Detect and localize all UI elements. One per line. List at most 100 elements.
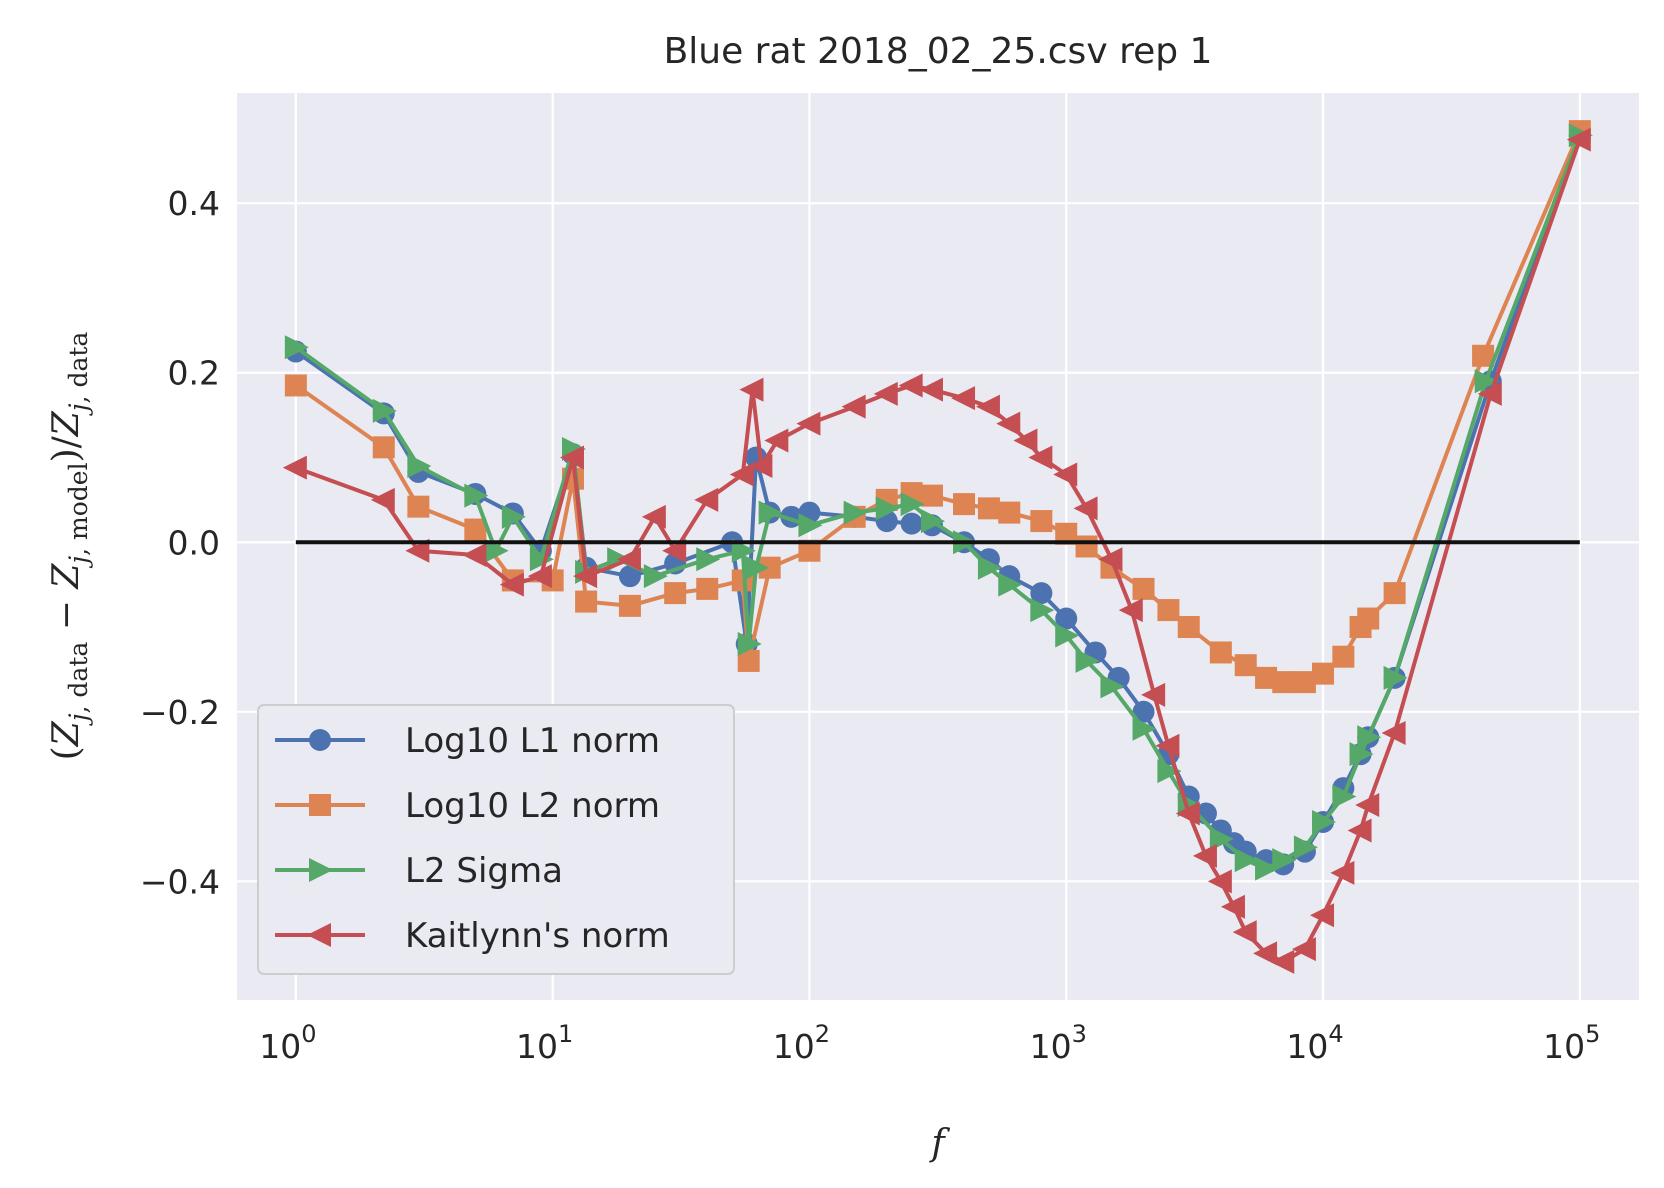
legend-marker <box>309 794 331 816</box>
series-layer <box>282 120 1593 974</box>
data-point <box>464 518 487 541</box>
data-point <box>843 500 868 525</box>
data-point <box>953 493 976 516</box>
legend-item: Kaitlynn's norm <box>275 916 670 956</box>
y-tick-labels: 0.4 0.2 0.0 −0.2 −0.4 <box>140 184 220 901</box>
data-point <box>1383 582 1406 605</box>
data-point <box>284 374 307 397</box>
chart-title: Blue rat 2018_02_25.csv rep 1 <box>664 31 1213 72</box>
data-point <box>282 455 307 480</box>
data-point <box>527 564 552 589</box>
series-2 <box>284 120 1591 694</box>
data-point <box>1055 607 1078 630</box>
data-point <box>1293 671 1316 694</box>
data-point <box>1075 535 1098 558</box>
data-point <box>758 556 781 579</box>
y-tick-label: 0.2 <box>168 354 220 393</box>
legend-item: Log10 L2 norm <box>275 786 660 826</box>
data-point <box>918 377 943 402</box>
data-point <box>764 428 789 453</box>
data-point <box>745 555 770 580</box>
data-point <box>696 547 721 572</box>
data-point <box>1381 720 1406 745</box>
data-point <box>1132 716 1157 741</box>
data-point <box>977 497 1000 520</box>
legend-label: Log10 L1 norm <box>405 721 660 761</box>
data-point <box>1293 835 1318 860</box>
data-point <box>1013 428 1038 453</box>
data-point <box>1291 937 1316 962</box>
data-point <box>1177 616 1200 639</box>
data-point <box>284 335 309 360</box>
data-point <box>501 504 526 529</box>
data-point <box>1310 903 1335 928</box>
data-point <box>370 487 395 512</box>
data-point <box>559 445 584 470</box>
data-point <box>996 411 1021 436</box>
data-point <box>898 373 923 398</box>
data-point <box>462 542 487 567</box>
y-tick-label: −0.2 <box>140 693 220 732</box>
data-point <box>1472 344 1495 367</box>
data-point <box>407 453 432 478</box>
data-point <box>1272 848 1297 873</box>
data-point <box>1132 577 1155 600</box>
x-tick-label: 101 <box>516 1020 573 1066</box>
data-point <box>372 398 397 423</box>
data-point <box>618 594 641 617</box>
data-point <box>998 572 1023 597</box>
data-point <box>1312 809 1337 834</box>
data-point <box>464 483 489 508</box>
data-point <box>529 547 554 572</box>
data-point <box>1272 671 1295 694</box>
data-point <box>975 394 1000 419</box>
data-point <box>798 513 823 538</box>
y-tick-label: 0.0 <box>168 523 220 562</box>
data-point <box>1030 510 1053 533</box>
data-point <box>1255 666 1278 689</box>
data-point <box>1332 784 1357 809</box>
data-point <box>405 538 430 563</box>
legend-box <box>257 704 735 975</box>
data-point <box>575 590 598 613</box>
y-tick-label: −0.4 <box>140 862 220 901</box>
legend-marker <box>307 923 331 947</box>
data-point <box>1053 462 1078 487</box>
data-point <box>407 495 430 518</box>
data-point <box>1347 818 1372 843</box>
legend: Log10 L1 norm Log10 L2 norm L2 Sigma Kaitly… <box>257 704 735 975</box>
legend-marker <box>309 858 333 882</box>
data-point <box>1234 654 1257 677</box>
data-point <box>1132 700 1155 723</box>
data-point <box>1270 949 1295 974</box>
data-point <box>1073 496 1098 521</box>
data-point <box>1075 648 1100 673</box>
data-point <box>796 411 821 436</box>
data-point <box>1255 856 1280 881</box>
data-point <box>499 572 524 597</box>
data-point <box>1220 894 1245 919</box>
data-point <box>739 377 764 402</box>
data-point <box>664 582 687 605</box>
data-point <box>1332 645 1355 668</box>
data-point <box>643 564 668 589</box>
data-point <box>1349 742 1374 767</box>
data-point <box>1355 793 1380 818</box>
data-point <box>1030 582 1053 605</box>
data-point <box>977 555 1002 580</box>
data-point <box>1474 369 1499 394</box>
data-point <box>616 547 641 572</box>
data-point <box>900 492 925 517</box>
data-point <box>1357 607 1380 630</box>
data-point <box>998 501 1021 524</box>
data-point <box>731 538 756 563</box>
legend-label: Kaitlynn's norm <box>405 916 670 956</box>
data-point <box>1030 598 1055 623</box>
data-point <box>1232 920 1257 945</box>
y-tick-label: 0.4 <box>168 184 220 223</box>
data-point <box>951 386 976 411</box>
data-point <box>1055 623 1080 648</box>
x-tick-label: 105 <box>1543 1020 1600 1066</box>
data-point <box>841 394 866 419</box>
